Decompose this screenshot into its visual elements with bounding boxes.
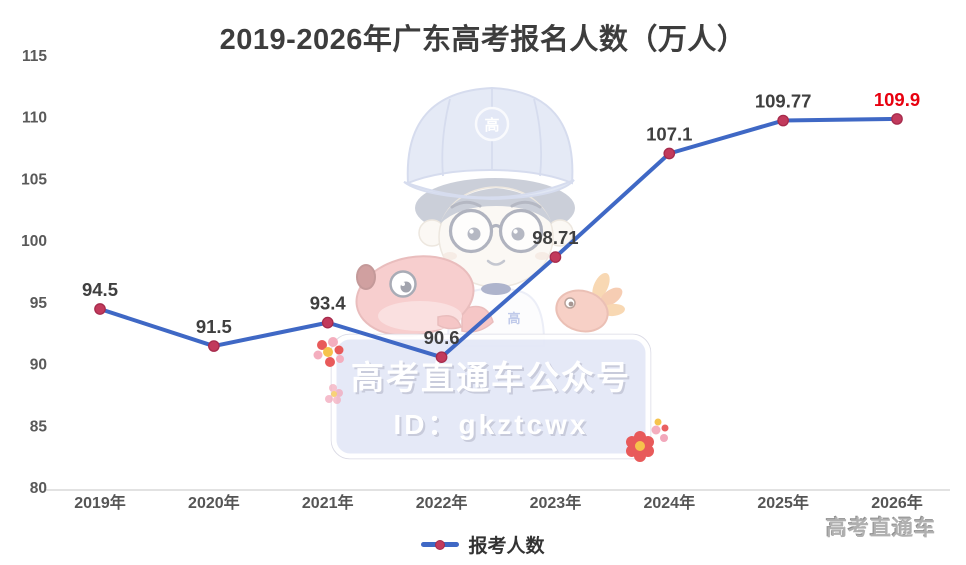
data-label: 93.4 — [310, 293, 347, 314]
data-point — [321, 316, 334, 329]
watermark-line2-shadow: ID：gkztcwx — [396, 411, 591, 442]
legend: 报考人数 — [0, 531, 966, 558]
data-label: 94.5 — [82, 279, 118, 300]
data-label: 91.5 — [196, 316, 232, 337]
data-point — [663, 147, 676, 160]
x-tick-label: 2020年 — [188, 493, 240, 512]
cap-badge-character: 高 — [484, 116, 499, 134]
blush-left — [443, 252, 457, 260]
y-tick-label: 110 — [22, 110, 47, 127]
y-tick-label: 85 — [30, 418, 48, 435]
data-label: 109.77 — [755, 91, 812, 112]
x-tick-label: 2019年 — [74, 493, 126, 512]
data-label: 98.71 — [532, 227, 578, 248]
mascot-brow-left — [450, 200, 482, 209]
legend-label: 报考人数 — [468, 536, 545, 557]
x-tick-label: 2025年 — [757, 493, 809, 512]
mascot-collar — [481, 283, 511, 295]
legend-dot-marker — [435, 539, 446, 550]
mascot-fish-left — [355, 255, 494, 337]
x-tick-label: 2022年 — [416, 493, 468, 512]
legend-line-marker — [421, 539, 460, 550]
y-tick-label: 80 — [30, 480, 47, 497]
brand-watermark-text: 高考直通车 — [826, 517, 936, 540]
series-line — [98, 116, 899, 360]
data-point — [435, 351, 448, 364]
y-tick-label: 100 — [21, 233, 47, 250]
cap-seam-right — [533, 98, 543, 177]
x-tick-label: 2023年 — [530, 493, 582, 512]
data-point — [777, 114, 789, 127]
data-point — [891, 113, 903, 125]
x-tick-label: 2024年 — [643, 493, 695, 512]
y-tick-label: 115 — [22, 48, 47, 65]
glasses-bridge — [489, 224, 503, 230]
watermark-line1-shadow: 高考直通车公众号 — [353, 361, 633, 398]
x-tick-label: 2021年 — [302, 493, 354, 512]
cap-badge-circle — [474, 106, 510, 142]
flower-decoration-bottom-right — [626, 418, 669, 462]
mascot-brow-right — [510, 200, 542, 209]
cap-seam-left — [441, 98, 451, 177]
mascot-mouth — [486, 259, 506, 266]
data-point — [94, 303, 106, 315]
data-label: 109.9 — [874, 89, 920, 110]
data-label: 90.6 — [424, 327, 460, 348]
data-point — [208, 340, 220, 352]
chart-title: 2019-2026年广东高考报名人数（万人） — [219, 24, 747, 56]
mascot-fish-right — [555, 272, 625, 333]
watermark-line2: ID：gkztcwx — [394, 409, 589, 440]
flower-decoration-left — [325, 384, 343, 404]
eye-glint-left — [469, 229, 474, 234]
y-tick-label: 90 — [30, 357, 47, 374]
blush-right — [535, 252, 549, 260]
data-point — [549, 251, 562, 263]
y-tick-label: 105 — [21, 171, 47, 188]
watermark-line1: 高考直通车公众号 — [351, 359, 631, 396]
mascot-cap-brim — [403, 179, 575, 201]
x-tick-label: 2026年 — [871, 493, 923, 512]
eye-glint-right — [513, 229, 518, 234]
shirt-character: 高 — [507, 311, 520, 326]
flower-decoration-top-left — [313, 337, 344, 367]
y-tick-label: 95 — [30, 295, 48, 312]
data-label: 107.1 — [646, 124, 692, 145]
